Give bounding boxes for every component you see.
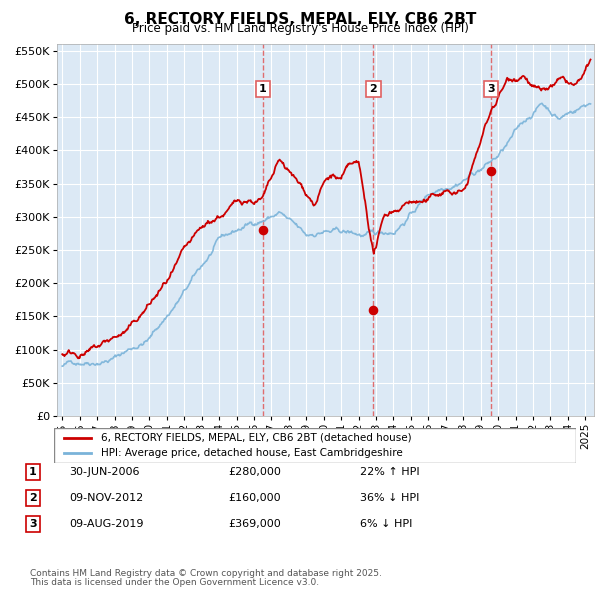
Text: 22% ↑ HPI: 22% ↑ HPI [360, 467, 419, 477]
Text: 1: 1 [29, 467, 37, 477]
Text: Contains HM Land Registry data © Crown copyright and database right 2025.: Contains HM Land Registry data © Crown c… [30, 569, 382, 578]
Text: Price paid vs. HM Land Registry's House Price Index (HPI): Price paid vs. HM Land Registry's House … [131, 22, 469, 35]
Text: 30-JUN-2006: 30-JUN-2006 [69, 467, 139, 477]
Text: 3: 3 [487, 84, 495, 94]
Text: 09-NOV-2012: 09-NOV-2012 [69, 493, 143, 503]
Text: HPI: Average price, detached house, East Cambridgeshire: HPI: Average price, detached house, East… [101, 448, 403, 458]
Text: 2: 2 [29, 493, 37, 503]
Text: £280,000: £280,000 [228, 467, 281, 477]
Text: 6% ↓ HPI: 6% ↓ HPI [360, 519, 412, 529]
Point [368, 305, 378, 314]
Text: 6, RECTORY FIELDS, MEPAL, ELY, CB6 2BT: 6, RECTORY FIELDS, MEPAL, ELY, CB6 2BT [124, 12, 476, 27]
Text: 36% ↓ HPI: 36% ↓ HPI [360, 493, 419, 503]
Text: 3: 3 [29, 519, 37, 529]
Text: This data is licensed under the Open Government Licence v3.0.: This data is licensed under the Open Gov… [30, 578, 319, 588]
Text: 1: 1 [259, 84, 266, 94]
Point [258, 225, 268, 235]
Text: £369,000: £369,000 [228, 519, 281, 529]
Text: £160,000: £160,000 [228, 493, 281, 503]
Point [487, 166, 496, 176]
Text: 2: 2 [370, 84, 377, 94]
Text: 09-AUG-2019: 09-AUG-2019 [69, 519, 143, 529]
Text: 6, RECTORY FIELDS, MEPAL, ELY, CB6 2BT (detached house): 6, RECTORY FIELDS, MEPAL, ELY, CB6 2BT (… [101, 432, 412, 442]
